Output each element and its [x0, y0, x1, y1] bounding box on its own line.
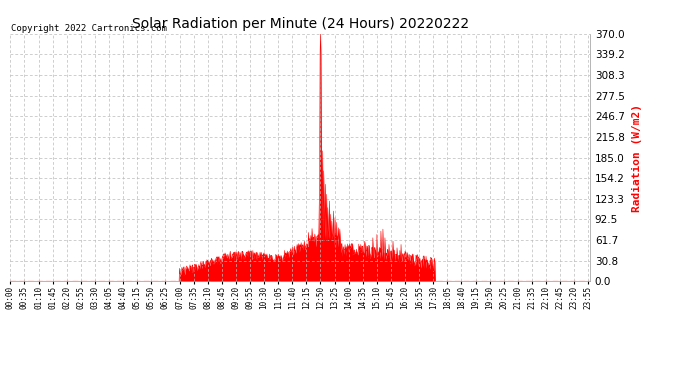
Y-axis label: Radiation (W/m2): Radiation (W/m2): [631, 104, 642, 212]
Text: Copyright 2022 Cartronics.com: Copyright 2022 Cartronics.com: [11, 24, 167, 33]
Title: Solar Radiation per Minute (24 Hours) 20220222: Solar Radiation per Minute (24 Hours) 20…: [132, 17, 469, 31]
